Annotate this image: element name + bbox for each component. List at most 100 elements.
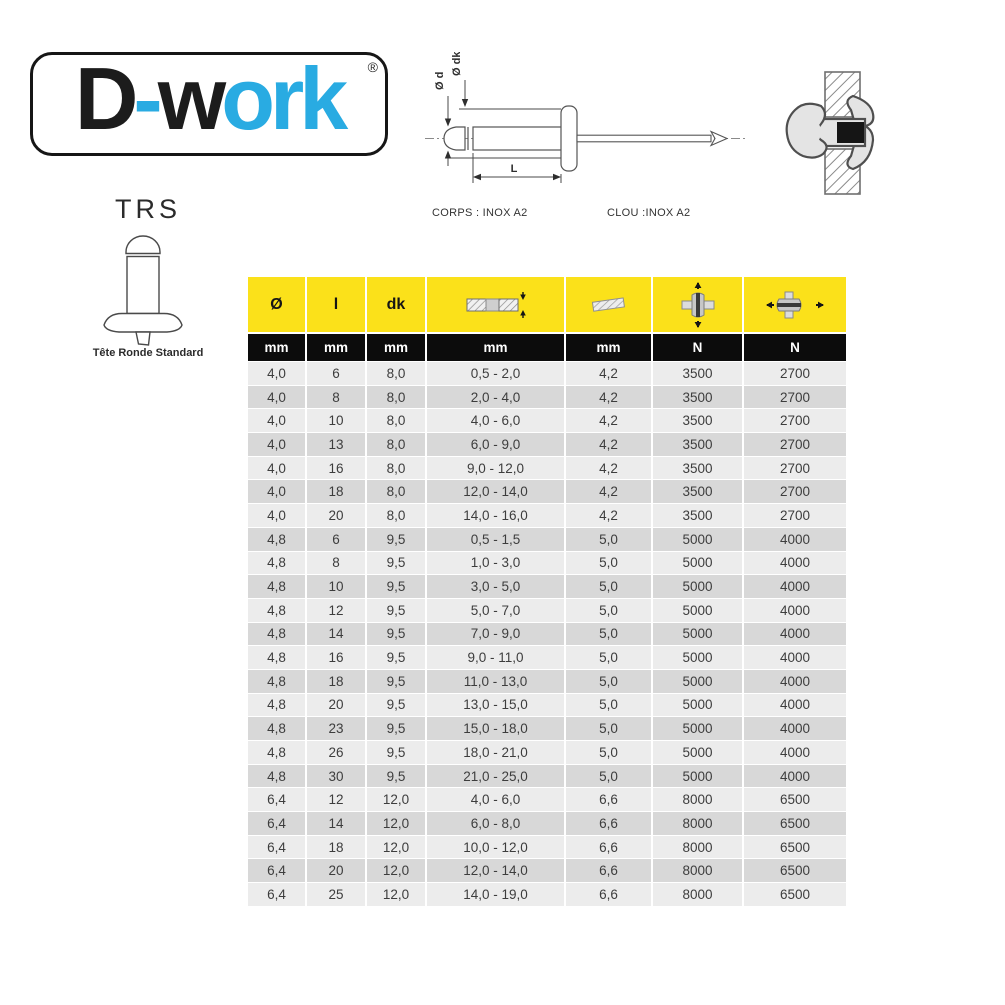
drill-hole-diameter-icon xyxy=(591,296,625,312)
col-header-drill-diameter xyxy=(566,277,651,332)
dwork-logo-text: D-work xyxy=(75,55,348,153)
table-cell: 6,4 xyxy=(248,788,305,812)
table-cell: 9,5 xyxy=(367,551,425,575)
table-cell: 16 xyxy=(307,646,365,669)
table-cell: 10 xyxy=(307,575,365,598)
table-cell: 8,0 xyxy=(367,504,425,527)
table-cell: 6,0 - 9,0 xyxy=(427,433,564,456)
dim-label-length: L xyxy=(511,163,518,175)
col-header-length: l xyxy=(307,277,365,332)
table-cell: 6,4 xyxy=(248,835,305,859)
table-cell: 4,0 xyxy=(248,362,305,385)
col-header-head-diameter: dk xyxy=(367,277,425,332)
table-cell: 5,0 xyxy=(566,669,651,693)
table-cell: 8,0 xyxy=(367,362,425,385)
logo-letter-d: D xyxy=(74,49,139,148)
rivet-body xyxy=(126,255,160,315)
table-cell: 20 xyxy=(307,504,365,527)
dim-label-d: Ø d xyxy=(434,72,446,90)
logo-letter-w: w xyxy=(157,49,226,148)
table-cell: 3500 xyxy=(653,456,742,480)
table-cell: 14 xyxy=(307,622,365,646)
shear-strength-icon xyxy=(681,281,714,328)
table-cell: 5000 xyxy=(653,622,742,646)
clamping-range-icon xyxy=(466,291,526,318)
table-cell: 12,0 xyxy=(367,812,425,835)
unit-cell: mm xyxy=(566,334,651,361)
dwork-logo: D-work ® xyxy=(30,52,388,156)
unit-cell: mm xyxy=(367,334,425,361)
rivet-round-head xyxy=(125,235,161,255)
table-cell: 4,2 xyxy=(566,433,651,456)
col-header-shear-strength xyxy=(653,277,742,332)
table-cell: 14,0 - 16,0 xyxy=(427,504,564,527)
table-cell: 12 xyxy=(307,598,365,622)
table-cell: 5000 xyxy=(653,527,742,551)
table-cell: 0,5 - 2,0 xyxy=(427,362,564,385)
unit-cell: N xyxy=(744,334,846,361)
table-cell: 5000 xyxy=(653,646,742,669)
table-cell: 4000 xyxy=(744,717,846,740)
table-cell: 8,0 xyxy=(367,409,425,433)
table-cell: 8000 xyxy=(653,835,742,859)
diagram-mandrel xyxy=(576,134,712,143)
table-cell: 20 xyxy=(307,693,365,717)
unit-cell: mm xyxy=(427,334,564,361)
table-cell: 3500 xyxy=(653,504,742,527)
table-cell: 9,5 xyxy=(367,741,425,764)
table-cell: 13,0 - 15,0 xyxy=(427,693,564,717)
table-cell: 4,8 xyxy=(248,575,305,598)
table-cell: 6 xyxy=(307,362,365,385)
table-cell: 4,2 xyxy=(566,362,651,385)
table-cell: 8,0 xyxy=(367,385,425,409)
table-cell: 8000 xyxy=(653,859,742,883)
table-cell: 2700 xyxy=(744,504,846,527)
table-cell: 6,6 xyxy=(566,788,651,812)
table-cell: 5,0 xyxy=(566,741,651,764)
table-cell: 6,6 xyxy=(566,859,651,883)
table-cell: 4000 xyxy=(744,646,846,669)
tensile-strength-icon xyxy=(766,291,824,318)
table-cell: 12,0 xyxy=(367,788,425,812)
table-cell: 4000 xyxy=(744,669,846,693)
table-cell: 18,0 - 21,0 xyxy=(427,741,564,764)
table-cell: 4,0 xyxy=(248,504,305,527)
table-cell: 18 xyxy=(307,669,365,693)
table-cell: 4,2 xyxy=(566,456,651,480)
table-cell: 3500 xyxy=(653,385,742,409)
table-cell: 5000 xyxy=(653,717,742,740)
table-cell: 6,6 xyxy=(566,835,651,859)
table-cell: 6,0 - 8,0 xyxy=(427,812,564,835)
table-cell: 3500 xyxy=(653,409,742,433)
table-cell: 2700 xyxy=(744,433,846,456)
table-cell: 2700 xyxy=(744,385,846,409)
table-cell: 4000 xyxy=(744,622,846,646)
table-cell: 8000 xyxy=(653,812,742,835)
spec-table: Ø l dk xyxy=(248,277,848,906)
table-cell: 5000 xyxy=(653,669,742,693)
diagram-rivet-head xyxy=(443,126,466,151)
table-cell: 4,2 xyxy=(566,504,651,527)
table-cell: 4,8 xyxy=(248,669,305,693)
table-cell: 4,0 xyxy=(248,480,305,504)
table-cell: 12,0 xyxy=(367,883,425,906)
table-cell: 2700 xyxy=(744,456,846,480)
table-cell: 4,2 xyxy=(566,480,651,504)
table-cell: 5,0 xyxy=(566,764,651,788)
table-cell: 6,6 xyxy=(566,812,651,835)
table-cell: 4,0 xyxy=(248,456,305,480)
col-header-clamping-range xyxy=(427,277,564,332)
table-cell: 4000 xyxy=(744,551,846,575)
table-cell: 13 xyxy=(307,433,365,456)
table-cell: 1,0 - 3,0 xyxy=(427,551,564,575)
table-cell: 4,8 xyxy=(248,598,305,622)
table-cell: 6500 xyxy=(744,788,846,812)
table-cell: 8000 xyxy=(653,788,742,812)
table-cell: 5,0 xyxy=(566,646,651,669)
table-cell: 18 xyxy=(307,835,365,859)
table-cell: 4,0 xyxy=(248,385,305,409)
table-cell: 6500 xyxy=(744,859,846,883)
table-cell: 23 xyxy=(307,717,365,740)
table-cell: 9,5 xyxy=(367,764,425,788)
trs-rivet-drawing xyxy=(103,235,183,346)
